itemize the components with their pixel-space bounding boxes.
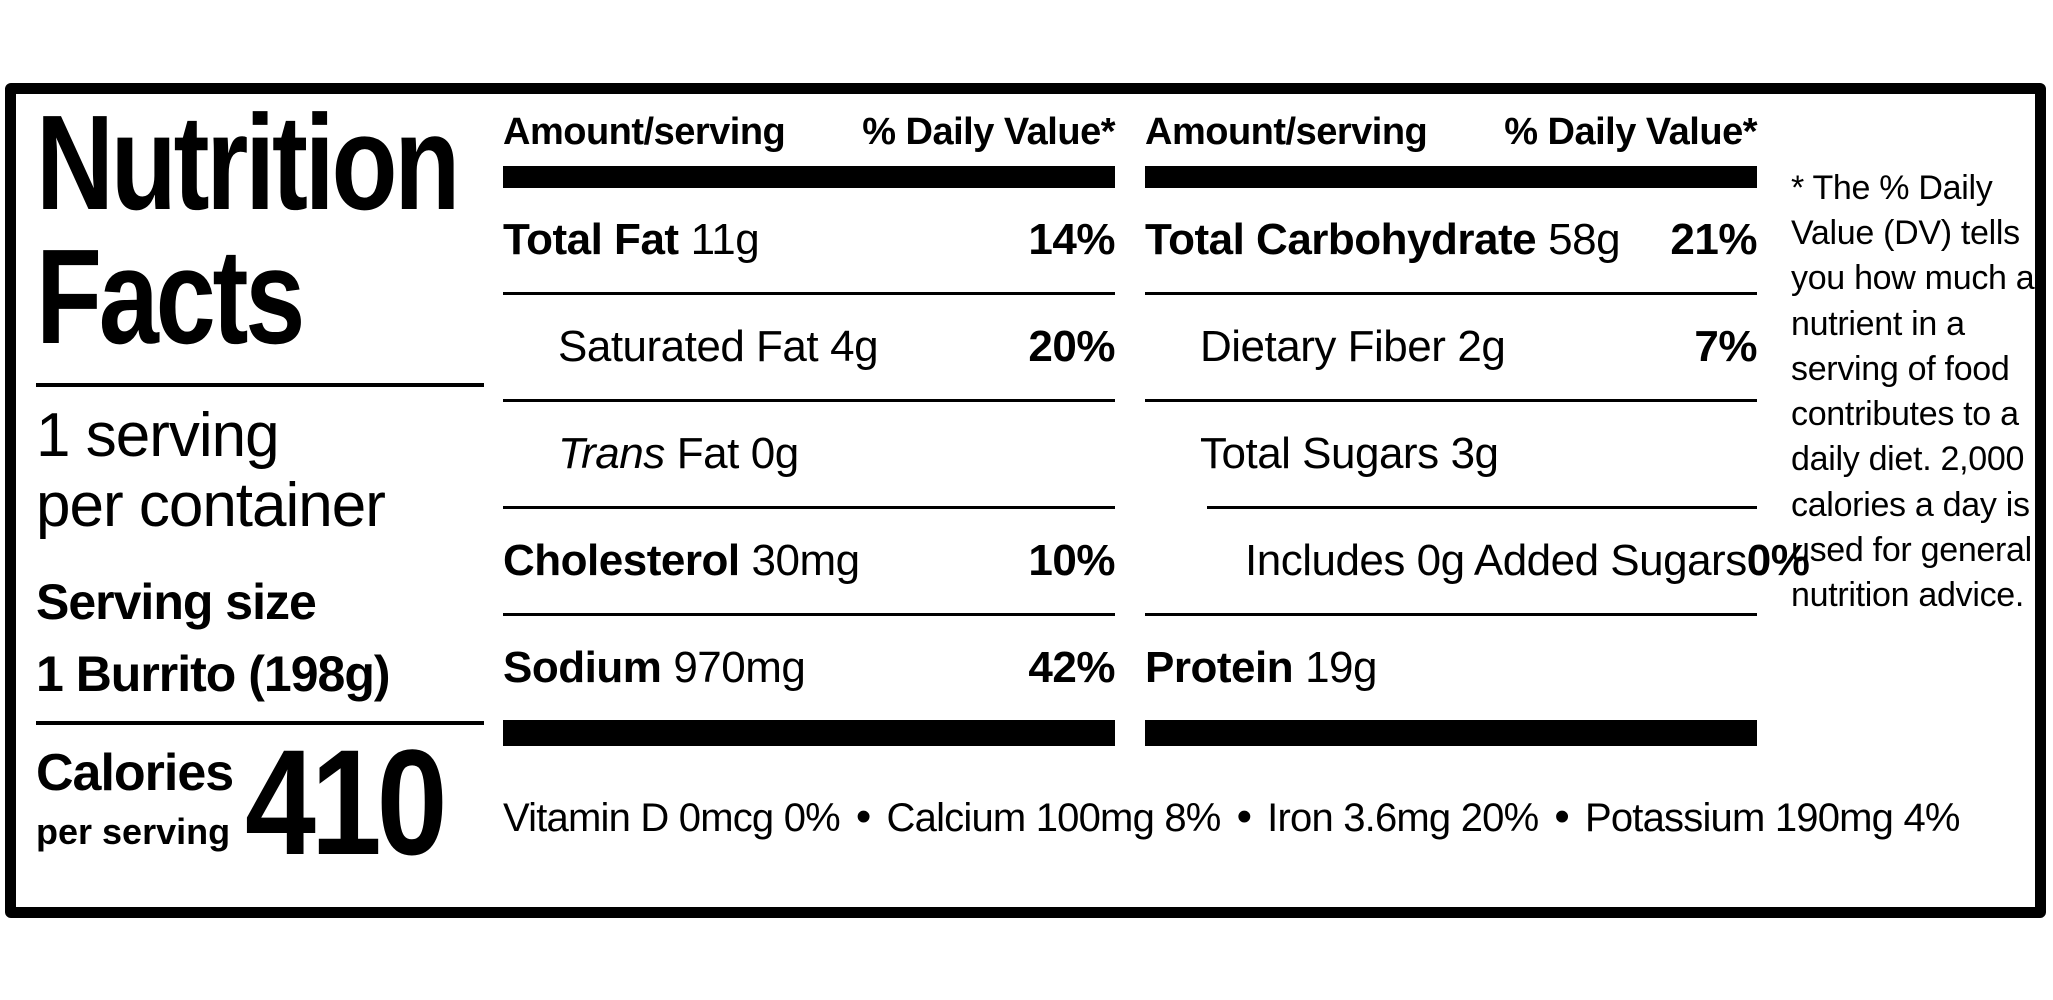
nutrient-name: Saturated Fat	[558, 322, 819, 371]
daily-value-header: % Daily Value*	[1504, 111, 1757, 153]
row-divider	[1145, 613, 1757, 616]
nutrient-amount: 0g	[750, 429, 799, 478]
nutrition-facts-title: Nutrition Facts	[36, 87, 460, 372]
row-total-sugars: Total Sugars 3g	[1145, 402, 1757, 506]
row-cholesterol: Cholesterol 30mg 10%	[503, 509, 1115, 613]
thick-divider-bar	[503, 720, 1115, 746]
row-divider	[503, 292, 1115, 295]
daily-value-header: % Daily Value*	[862, 111, 1115, 153]
nutrient-amount: 970mg	[673, 643, 806, 692]
title-line-2: Facts	[36, 220, 305, 372]
thick-divider-bar	[1145, 720, 1757, 746]
nutrition-facts-panel: Nutrition Facts 1 serving per container …	[5, 83, 2046, 918]
nutrient-name: Cholesterol	[503, 536, 740, 585]
thick-divider-bar	[503, 166, 1115, 188]
row-trans-fat: Trans Fat 0g	[503, 402, 1115, 506]
divider-rule	[36, 383, 484, 388]
servings-line-2: per container	[36, 471, 386, 541]
nutrient-daily-value: 0%	[1746, 536, 1810, 585]
column-2-header: Amount/serving % Daily Value*	[1145, 94, 1757, 166]
bullet-separator: •	[1554, 792, 1569, 841]
nutrient-columns: Amount/serving % Daily Value* Total Fat …	[503, 94, 1810, 746]
daily-value-footnote: * The % Daily Value (DV) tells you how m…	[1791, 169, 2035, 614]
nutrient-amount: 11g	[690, 215, 760, 264]
nutrient-daily-value: 7%	[1694, 322, 1757, 371]
row-added-sugars: Includes 0g Added Sugars 0%	[1145, 509, 1810, 613]
calories-label: Calories	[36, 744, 234, 803]
row-divider	[1145, 399, 1757, 402]
row-divider	[503, 613, 1115, 616]
nutrient-daily-value: 14%	[1028, 215, 1115, 264]
nutrient-name: Dietary Fiber	[1200, 322, 1446, 371]
nutrient-daily-value: 21%	[1670, 215, 1757, 264]
nutrient-name-italic: Trans	[558, 429, 665, 478]
column-1-header: Amount/serving % Daily Value*	[503, 94, 1115, 166]
row-saturated-fat: Saturated Fat 4g 20%	[503, 295, 1115, 399]
row-divider	[503, 506, 1115, 509]
nutrient-daily-value: 42%	[1028, 643, 1115, 692]
nutrient-name: Sodium	[503, 643, 662, 692]
row-divider	[1145, 292, 1757, 295]
amount-serving-header: Amount/serving	[503, 111, 786, 153]
nutrient-name: Protein	[1145, 643, 1294, 692]
micronutrient-iron: Iron 3.6mg 20%	[1267, 796, 1539, 840]
micronutrient-calcium: Calcium 100mg 8%	[886, 796, 1222, 840]
column-2-rows: Total Carbohydrate 58g 21% Dietary Fiber…	[1145, 188, 1810, 720]
divider-rule	[36, 721, 484, 726]
nutrient-table-area: Amount/serving % Daily Value* Total Fat …	[503, 94, 1960, 907]
row-sodium: Sodium 970mg 42%	[503, 616, 1115, 720]
column-1-rows: Total Fat 11g 14% Saturated Fat 4g 20%	[503, 188, 1115, 720]
nutrient-daily-value: 10%	[1028, 536, 1115, 585]
nutrient-name: Total Fat	[503, 215, 679, 264]
thick-divider-bar	[1145, 166, 1757, 188]
amount-serving-header: Amount/serving	[1145, 111, 1428, 153]
bullet-separator: •	[1236, 792, 1252, 841]
servings-per-container: 1 serving per container	[36, 401, 488, 541]
nutrient-amount: 58g	[1548, 215, 1621, 264]
nutrient-amount: 19g	[1305, 643, 1377, 692]
row-total-carbohydrate: Total Carbohydrate 58g 21%	[1145, 188, 1757, 292]
nutrient-amount: 3g	[1450, 429, 1499, 478]
nutrient-column-1: Amount/serving % Daily Value* Total Fat …	[503, 94, 1115, 746]
row-protein: Protein 19g	[1145, 616, 1757, 720]
nutrient-column-2: Amount/serving % Daily Value* Total Carb…	[1145, 94, 1810, 746]
nutrient-name: Fat	[676, 429, 740, 478]
nutrient-amount: 4g	[830, 322, 879, 371]
micronutrient-potassium: Potassium 190mg 4%	[1584, 796, 1960, 840]
calories-sublabel: per serving	[36, 811, 231, 853]
servings-line-1: 1 serving	[36, 401, 280, 471]
bullet-separator: •	[855, 792, 871, 841]
micronutrient-vitamin-d: Vitamin D 0mcg 0%	[503, 796, 841, 840]
row-total-fat: Total Fat 11g 14%	[503, 188, 1115, 292]
title-line-1: Nutrition	[36, 87, 460, 238]
calories-words: Calories per serving	[36, 731, 234, 853]
nutrient-amount: 2g	[1457, 322, 1506, 371]
nutrient-amount: 30mg	[751, 536, 861, 585]
nutrient-name: Total Carbohydrate	[1145, 215, 1537, 264]
calories-value: 410	[245, 718, 448, 887]
serving-info-panel: Nutrition Facts 1 serving per container …	[36, 94, 488, 907]
serving-size-value: 1 Burrito (198g)	[36, 646, 391, 703]
row-divider	[503, 399, 1115, 402]
serving-size-label: Serving size	[36, 574, 317, 631]
calories-row: Calories per serving 410	[36, 718, 488, 887]
row-dietary-fiber: Dietary Fiber 2g 7%	[1145, 295, 1757, 399]
nutrient-name: Total Sugars	[1200, 429, 1439, 478]
nutrient-daily-value: 20%	[1028, 322, 1115, 371]
nutrient-name: Includes 0g Added Sugars	[1245, 536, 1747, 585]
row-divider-indented	[1207, 506, 1757, 509]
micronutrients-row: Vitamin D 0mcg 0% • Calcium 100mg 8% • Iron …	[503, 792, 1960, 842]
